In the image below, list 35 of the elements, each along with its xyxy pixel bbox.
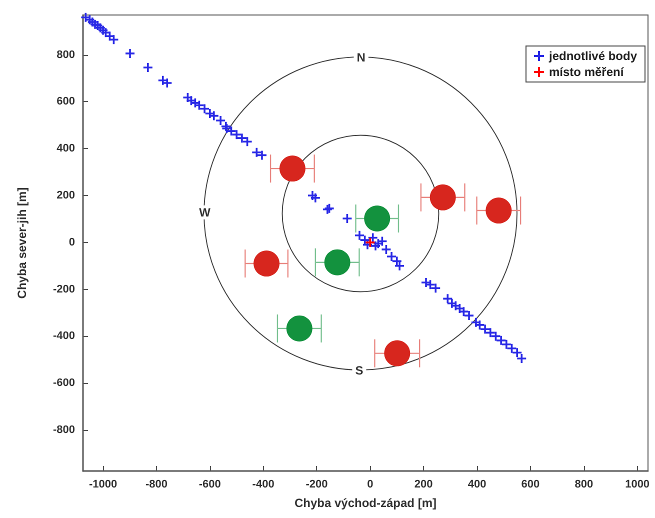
y-tick-label: -800: [52, 424, 75, 436]
y-axis-title: Chyba sever-jih [m]: [15, 187, 29, 299]
y-tick-label: -600: [52, 377, 75, 390]
y-tick-label: 600: [56, 96, 75, 108]
point: [486, 198, 512, 224]
x-tick-label: 0: [367, 478, 374, 490]
annotation: N: [356, 50, 366, 64]
x-tick-label: -200: [306, 478, 328, 490]
x-tick-label: -1000: [88, 478, 118, 490]
x-tick-label: -600: [198, 478, 221, 490]
y-tick-label: 800: [56, 48, 75, 61]
point: [324, 249, 350, 276]
x-tick-label: -800: [145, 478, 168, 490]
x-tick-label: 800: [574, 478, 594, 490]
y-tick-label: -400: [52, 330, 75, 342]
point: [364, 206, 390, 232]
x-tick-label: 200: [414, 478, 433, 490]
x-tick-label: 400: [468, 478, 486, 490]
x-axis-title: Chyba východ-západ [m]: [294, 496, 437, 510]
annotation: W: [199, 205, 212, 220]
point: [384, 340, 410, 366]
y-tick-label: 200: [56, 190, 75, 202]
legend-label: místo měření: [548, 65, 624, 79]
point: [279, 156, 306, 182]
y-tick-label: 0: [68, 236, 75, 248]
x-tick-label: 600: [521, 478, 540, 490]
y-tick-label: -200: [52, 283, 75, 296]
legend-label: jednotlivé body: [548, 49, 638, 63]
x-tick-label: -400: [252, 478, 274, 490]
point: [430, 184, 456, 210]
point: [254, 250, 280, 277]
point: [286, 315, 312, 342]
annotation: S: [355, 363, 364, 378]
x-tick-label: 1000: [625, 478, 650, 490]
y-tick-label: 400: [56, 142, 75, 155]
